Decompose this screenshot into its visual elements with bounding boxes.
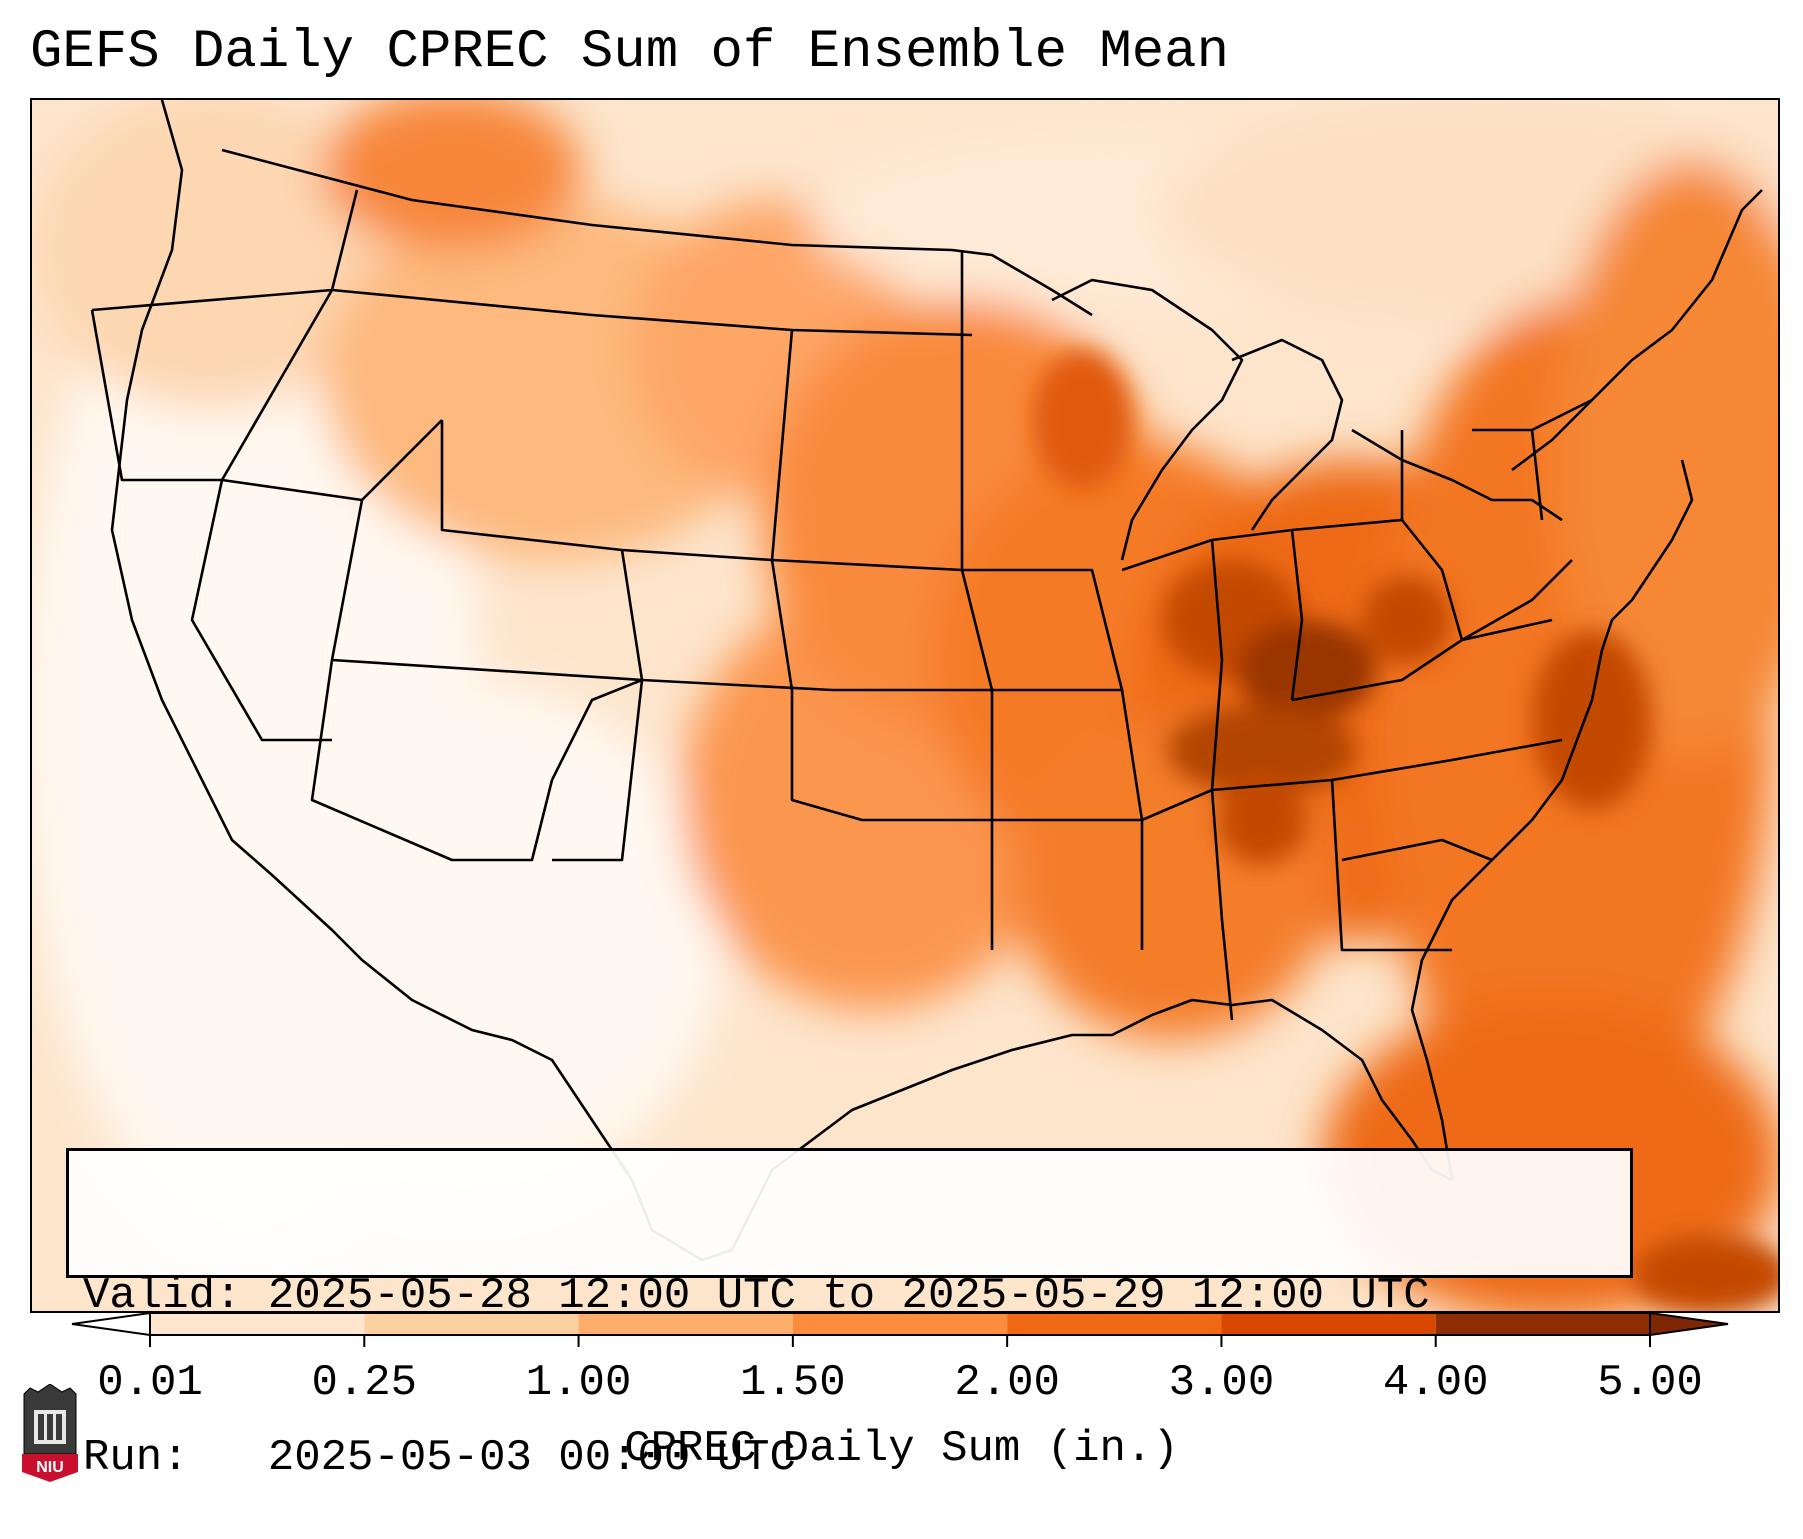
precip-map [32, 100, 1778, 1311]
run-value: 2025-05-03 00:00 UTC [267, 1433, 796, 1483]
colorbar-tick-label: 3.00 [1168, 1358, 1275, 1408]
colorbar-tick-label: 0.01 [97, 1358, 203, 1408]
colorbar-label: CPREC Daily Sum (in.) [624, 1424, 1179, 1474]
colorbar-outline [149, 1312, 1651, 1336]
colorbar-segment [1435, 1313, 1650, 1335]
colorbar-segment [578, 1313, 793, 1335]
colorbar-segment [364, 1313, 579, 1335]
colorbar-segment [150, 1313, 365, 1335]
niu-logo: NIU [22, 1384, 78, 1482]
run-line: Run: 2025-05-03 00:00 UTC [83, 1431, 1616, 1485]
state-boundaries [90, 100, 1763, 1262]
colorbar-under-arrow [71, 1311, 151, 1337]
run-label: Run: [83, 1433, 189, 1483]
colorbar [71, 1311, 1729, 1347]
colorbar-tick-label: 1.50 [740, 1358, 846, 1408]
svg-text:NIU: NIU [36, 1459, 64, 1476]
colorbar-tick-label: 0.25 [311, 1358, 418, 1408]
map-panel [30, 98, 1780, 1313]
colorbar-over-arrow [1649, 1311, 1729, 1337]
precip-field [32, 100, 1778, 1311]
colorbar-tick-label: 4.00 [1382, 1358, 1489, 1408]
colorbar-tick-label: 2.00 [954, 1358, 1060, 1408]
page-title: GEFS Daily CPREC Sum of Ensemble Mean [30, 22, 1229, 83]
valid-run-info-box: Valid: 2025-05-28 12:00 UTC to 2025-05-2… [66, 1148, 1633, 1483]
colorbar-segment [792, 1313, 1008, 1335]
colorbar-segment [1007, 1313, 1222, 1335]
colorbar-segment [1221, 1313, 1436, 1335]
colorbar-tick-label: 5.00 [1597, 1358, 1703, 1408]
colorbar-tick-label: 1.00 [525, 1358, 632, 1408]
